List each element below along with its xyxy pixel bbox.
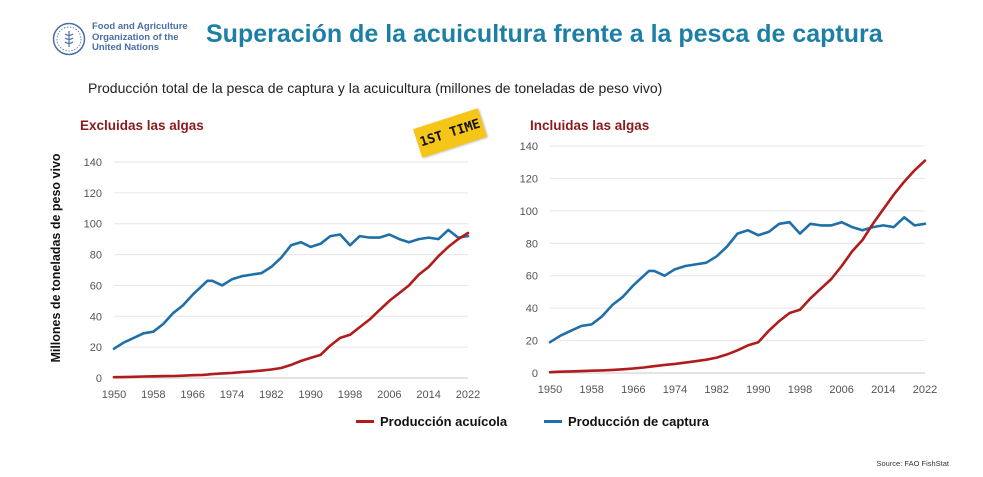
y-tick-label: 140 xyxy=(520,141,538,153)
y-tick-label: 60 xyxy=(526,271,538,283)
y-tick-label: 140 xyxy=(84,157,102,169)
organization-name: Food and Agriculture Organization of the… xyxy=(92,21,188,54)
y-tick-label: 100 xyxy=(520,206,538,218)
x-tick-label: 1950 xyxy=(102,389,126,401)
y-tick-label: 120 xyxy=(84,188,102,200)
x-tick-label: 1958 xyxy=(141,389,165,401)
y-tick-label: 100 xyxy=(84,219,102,231)
capture-series-line xyxy=(112,228,470,351)
x-tick-label: 1966 xyxy=(180,389,204,401)
x-tick-label: 1990 xyxy=(746,384,770,396)
x-tick-label: 2014 xyxy=(416,389,440,401)
x-tick-label: 1950 xyxy=(538,384,562,396)
org-line: United Nations xyxy=(92,42,160,53)
y-tick-label: 0 xyxy=(532,368,538,380)
y-tick-label: 40 xyxy=(526,303,538,315)
org-line: Food and Agriculture xyxy=(92,21,188,32)
legend-item-aquaculture: Producción acuícola xyxy=(356,414,507,429)
y-tick-label: 60 xyxy=(90,280,102,292)
legend-label: Producción acuícola xyxy=(380,414,508,429)
x-tick-label: 2014 xyxy=(871,384,895,396)
y-tick-label: 120 xyxy=(520,173,538,185)
x-tick-label: 1998 xyxy=(788,384,812,396)
x-tick-label: 1982 xyxy=(259,389,283,401)
x-tick-label: 1982 xyxy=(704,384,728,396)
x-tick-label: 1974 xyxy=(663,384,687,396)
page-title: Superación de la acuicultura frente a la… xyxy=(206,20,883,48)
source-note: Source: FAO FishStat xyxy=(876,459,949,468)
x-tick-label: 1974 xyxy=(220,389,244,401)
left-chart-title: Excluidas las algas xyxy=(80,118,204,133)
x-tick-label: 2022 xyxy=(913,384,937,396)
x-tick-label: 2006 xyxy=(377,389,401,401)
org-line: Organization of the xyxy=(92,31,179,43)
legend-item-capture: Producción de captura xyxy=(544,414,709,429)
x-tick-label: 2006 xyxy=(829,384,853,396)
right-chart-title: Incluidas las algas xyxy=(530,118,650,133)
x-tick-label: 2022 xyxy=(456,389,480,401)
legend-swatch-aquaculture xyxy=(356,420,374,423)
fao-logo xyxy=(52,22,86,56)
x-tick-label: 1998 xyxy=(338,389,362,401)
legend-swatch-capture xyxy=(544,420,562,423)
y-tick-label: 20 xyxy=(90,342,102,354)
capture-series-line xyxy=(548,216,927,344)
y-tick-label: 0 xyxy=(96,373,102,385)
x-tick-label: 1990 xyxy=(298,389,322,401)
y-tick-label: 80 xyxy=(526,238,538,250)
x-tick-label: 1966 xyxy=(621,384,645,396)
aquaculture-series-line xyxy=(548,159,927,374)
legend-label: Producción de captura xyxy=(568,414,709,429)
aquaculture-series-line xyxy=(112,231,470,379)
x-tick-label: 1958 xyxy=(579,384,603,396)
y-tick-label: 20 xyxy=(526,336,538,348)
y-tick-label: 40 xyxy=(90,311,102,323)
y-tick-label: 80 xyxy=(90,250,102,262)
page-subtitle: Producción total de la pesca de captura … xyxy=(88,80,663,96)
